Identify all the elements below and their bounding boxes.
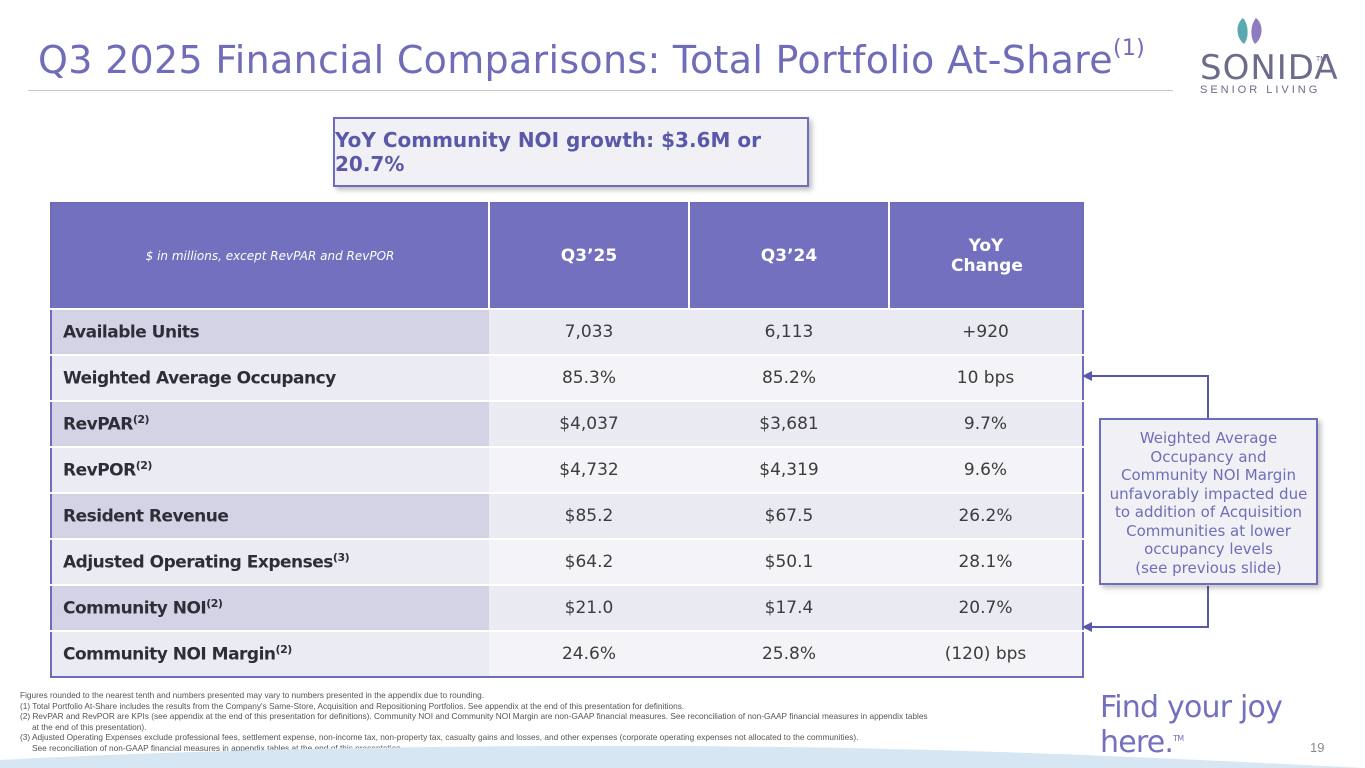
table-row: Available Units 7,033 6,113 +920 (51, 308, 1083, 355)
row-label: Community NOI(2) (51, 584, 489, 631)
footnote-line: (2) RevPAR and RevPOR are KPIs (see appe… (20, 711, 928, 722)
row-label: Weighted Average Occupancy (51, 354, 489, 401)
cell-q3-25: $4,732 (489, 446, 689, 493)
callout-connector-arrows (1082, 371, 1209, 632)
note-line: Communities at lower (1126, 521, 1291, 540)
table-row: RevPOR(2) $4,732 $4,319 9.6% (51, 446, 1083, 493)
cell-q3-25: 24.6% (489, 630, 689, 677)
page-title-text: Q3 2025 Financial Comparisons: Total Por… (38, 38, 1113, 82)
cell-q3-24: $4,319 (689, 446, 889, 493)
noi-growth-callout: YoY Community NOI growth: $3.6M or 20.7% (333, 117, 809, 187)
cell-q3-25: $85.2 (489, 492, 689, 539)
note-line: to addition of Acquisition (1114, 503, 1303, 521)
table-row: Community NOI Margin(2) 24.6% 25.8% (120… (51, 630, 1083, 677)
cell-change: 10 bps (889, 354, 1083, 401)
title-divider (28, 90, 1173, 91)
occupancy-note-box: Weighted Average Occupancy and Community… (1099, 418, 1318, 585)
table-row: Resident Revenue $85.2 $67.5 26.2% (51, 492, 1083, 539)
cell-q3-24: $50.1 (689, 538, 889, 585)
cell-change: 9.6% (889, 446, 1083, 493)
cell-q3-25: 85.3% (489, 354, 689, 401)
page-number: 19 (1310, 740, 1325, 755)
cell-change: 20.7% (889, 584, 1083, 631)
row-label: Adjusted Operating Expenses(3) (51, 538, 489, 585)
header-yoy-change: YoY Change (888, 203, 1083, 309)
footnote-line: Figures rounded to the nearest tenth and… (20, 690, 484, 700)
cell-q3-25: $4,037 (489, 400, 689, 447)
row-label: Resident Revenue (51, 492, 489, 539)
row-label: RevPOR(2) (51, 446, 489, 493)
tagline-trademark: TM (1173, 734, 1184, 743)
header-q3-24: Q3’24 (688, 203, 889, 309)
table-row: Community NOI(2) $21.0 $17.4 20.7% (51, 584, 1083, 631)
cell-q3-24: 85.2% (689, 354, 889, 401)
footnote-line: at the end of this presentation). (32, 721, 147, 732)
note-line: occupancy levels (1144, 540, 1273, 558)
header-q3-25: Q3’25 (488, 203, 689, 309)
note-line: Occupancy and (1150, 447, 1267, 466)
table-header-row: $ in millions, except RevPAR and RevPOR … (51, 203, 1083, 309)
table-row: Weighted Average Occupancy 85.3% 85.2% 1… (51, 354, 1083, 401)
row-label: Community NOI Margin(2) (51, 630, 489, 677)
noi-growth-callout-text: YoY Community NOI growth: $3.6M or 20.7% (335, 128, 761, 176)
cell-q3-24: 6,113 (689, 308, 889, 355)
note-line: Weighted Average (1139, 429, 1278, 447)
title-footnote-marker: (1) (1112, 36, 1146, 62)
tagline: Find your joy here.TM (1100, 690, 1365, 760)
financial-comparison-table: $ in millions, except RevPAR and RevPOR … (50, 202, 1084, 678)
cell-change: (120) bps (889, 630, 1083, 677)
cell-q3-24: $17.4 (689, 584, 889, 631)
cell-change: 26.2% (889, 492, 1083, 539)
cell-q3-25: 7,033 (489, 308, 689, 355)
footnote-line: (3) Adjusted Operating Expenses exclude … (20, 732, 859, 743)
cell-change: 9.7% (889, 400, 1083, 447)
sonida-leaf-logo-icon (1237, 18, 1262, 44)
cell-q3-25: $64.2 (489, 538, 689, 585)
cell-q3-25: $21.0 (489, 584, 689, 631)
footnote-line: See reconciliation of non-GAAP financial… (32, 742, 404, 753)
tagline-text: Find your joy here. (1100, 690, 1283, 760)
note-line: unfavorably impacted due (1109, 484, 1308, 503)
cell-q3-24: $3,681 (689, 400, 889, 447)
cell-change: 28.1% (889, 538, 1083, 585)
logo-subtitle: SENIOR LIVING (1200, 84, 1321, 96)
cell-q3-24: 25.8% (689, 630, 889, 677)
row-label: Available Units (51, 308, 489, 355)
note-line: (see previous slide) (1135, 558, 1282, 577)
header-yoy-change-text: YoY Change (951, 236, 1023, 276)
footnotes: Figures rounded to the nearest tenth and… (20, 690, 1060, 754)
table-row: RevPAR(2) $4,037 $3,681 9.7% (51, 400, 1083, 447)
bottom-wave-decoration (0, 745, 1365, 768)
row-label: RevPAR(2) (51, 400, 489, 447)
cell-q3-24: $67.5 (689, 492, 889, 539)
note-line: Community NOI Margin (1120, 466, 1297, 484)
logo-trademark: TM (1316, 56, 1327, 63)
footnote-line: (1) Total Portfolio At-Share includes th… (20, 700, 685, 711)
header-units-note: $ in millions, except RevPAR and RevPOR (51, 203, 489, 309)
table-row: Adjusted Operating Expenses(3) $64.2 $50… (51, 538, 1083, 585)
cell-change: +920 (889, 308, 1083, 355)
page-title: Q3 2025 Financial Comparisons: Total Por… (38, 36, 1146, 82)
logo-wordmark: SONIDA (1200, 48, 1339, 88)
